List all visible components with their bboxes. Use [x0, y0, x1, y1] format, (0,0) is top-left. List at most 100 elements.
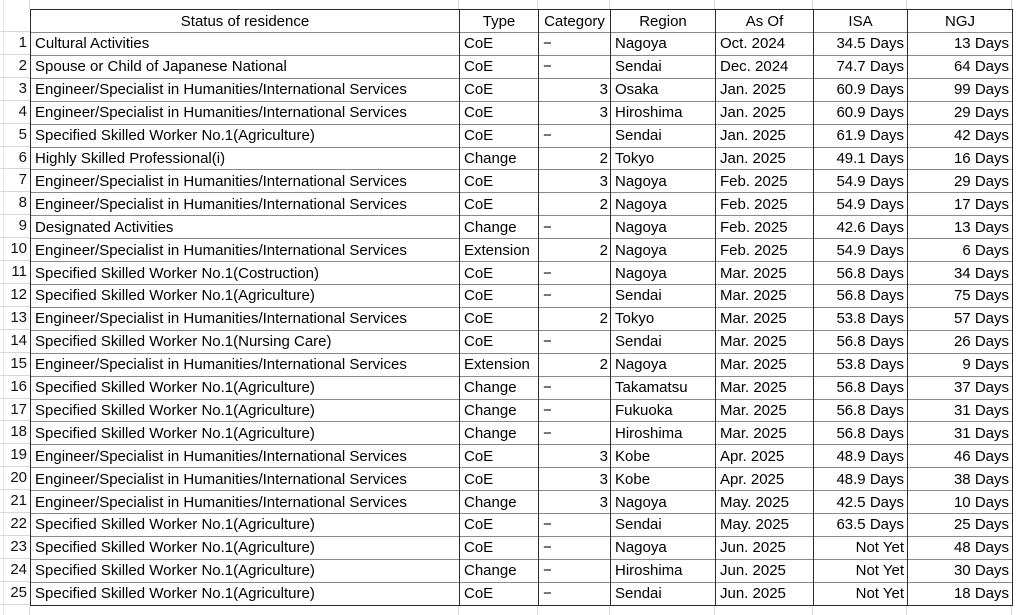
status-cell[interactable]: Highly Skilled Professional(i) [30, 146, 460, 170]
region-cell[interactable]: Kobe [610, 444, 716, 468]
as-of-cell[interactable]: Jun. 2025 [715, 535, 814, 560]
region-cell[interactable]: Nagoya [610, 215, 716, 239]
isa-cell[interactable]: 60.9 Days [813, 77, 908, 102]
isa-cell[interactable]: 56.8 Days [813, 421, 908, 445]
isa-cell[interactable]: 48.9 Days [813, 467, 908, 491]
type-cell[interactable]: CoE [459, 467, 539, 491]
row-number[interactable]: 23 [0, 536, 30, 559]
isa-cell[interactable]: Not Yet [813, 535, 908, 560]
isa-cell[interactable]: Not Yet [813, 558, 908, 583]
status-cell[interactable]: Specified Skilled Worker No.1(Agricultur… [30, 398, 460, 422]
column-header-category[interactable]: Category [538, 9, 611, 33]
row-number[interactable]: 9 [0, 215, 30, 239]
ngj-cell[interactable]: 18 Days [907, 581, 1013, 606]
category-cell[interactable]: 3 [538, 467, 611, 491]
row-number[interactable]: 22 [0, 513, 30, 536]
region-cell[interactable]: Fukuoka [610, 398, 716, 422]
category-cell[interactable]: − [538, 261, 611, 285]
ngj-cell[interactable]: 99 Days [907, 77, 1013, 102]
category-cell[interactable]: 3 [538, 444, 611, 468]
row-number[interactable]: 6 [0, 147, 30, 170]
type-cell[interactable]: CoE [459, 581, 539, 606]
type-cell[interactable]: CoE [459, 444, 539, 468]
category-cell[interactable]: − [538, 54, 611, 79]
as-of-cell[interactable]: Feb. 2025 [715, 238, 814, 262]
isa-cell[interactable]: 56.8 Days [813, 283, 908, 308]
isa-cell[interactable]: 56.8 Days [813, 375, 908, 399]
ngj-cell[interactable]: 31 Days [907, 421, 1013, 445]
as-of-cell[interactable]: Feb. 2025 [715, 192, 814, 216]
category-cell[interactable]: − [538, 215, 611, 239]
ngj-cell[interactable]: 13 Days [907, 215, 1013, 239]
category-cell[interactable]: 2 [538, 146, 611, 170]
status-cell[interactable]: Engineer/Specialist in Humanities/Intern… [30, 192, 460, 216]
as-of-cell[interactable]: Mar. 2025 [715, 375, 814, 399]
region-cell[interactable]: Sendai [610, 54, 716, 79]
category-cell[interactable]: − [538, 558, 611, 583]
status-cell[interactable]: Specified Skilled Worker No.1(Agricultur… [30, 123, 460, 148]
region-cell[interactable]: Sendai [610, 329, 716, 354]
region-cell[interactable]: Sendai [610, 581, 716, 606]
status-cell[interactable]: Specified Skilled Worker No.1(Agricultur… [30, 283, 460, 308]
category-cell[interactable]: − [538, 535, 611, 560]
status-cell[interactable]: Engineer/Specialist in Humanities/Intern… [30, 77, 460, 102]
as-of-cell[interactable]: Apr. 2025 [715, 467, 814, 491]
column-header-ngj[interactable]: NGJ [907, 9, 1013, 33]
as-of-cell[interactable]: Jun. 2025 [715, 581, 814, 606]
region-cell[interactable]: Osaka [610, 77, 716, 102]
as-of-cell[interactable]: Mar. 2025 [715, 329, 814, 354]
region-cell[interactable]: Tokyo [610, 146, 716, 170]
region-cell[interactable]: Takamatsu [610, 375, 716, 399]
type-cell[interactable]: CoE [459, 192, 539, 216]
row-number[interactable]: 7 [0, 169, 30, 193]
ngj-cell[interactable]: 64 Days [907, 54, 1013, 79]
region-cell[interactable]: Hiroshima [610, 558, 716, 583]
ngj-cell[interactable]: 16 Days [907, 146, 1013, 170]
region-cell[interactable]: Tokyo [610, 306, 716, 331]
row-number[interactable]: 15 [0, 353, 30, 376]
ngj-cell[interactable]: 10 Days [907, 490, 1013, 514]
isa-cell[interactable]: 61.9 Days [813, 123, 908, 148]
type-cell[interactable]: CoE [459, 329, 539, 354]
type-cell[interactable]: CoE [459, 513, 539, 537]
isa-cell[interactable]: 56.8 Days [813, 398, 908, 422]
status-cell[interactable]: Engineer/Specialist in Humanities/Intern… [30, 352, 460, 377]
as-of-cell[interactable]: Jun. 2025 [715, 558, 814, 583]
row-number[interactable]: 19 [0, 444, 30, 468]
isa-cell[interactable]: 42.5 Days [813, 490, 908, 514]
row-number[interactable]: 13 [0, 307, 30, 330]
region-cell[interactable]: Nagoya [610, 32, 716, 56]
isa-cell[interactable]: 56.8 Days [813, 261, 908, 285]
region-cell[interactable]: Hiroshima [610, 421, 716, 445]
row-number[interactable]: 5 [0, 124, 30, 147]
region-cell[interactable]: Sendai [610, 123, 716, 148]
ngj-cell[interactable]: 29 Days [907, 169, 1013, 193]
row-number[interactable]: 10 [0, 238, 30, 262]
row-number[interactable]: 3 [0, 78, 30, 101]
as-of-cell[interactable]: Feb. 2025 [715, 215, 814, 239]
column-header-status[interactable]: Status of residence [30, 9, 460, 33]
as-of-cell[interactable]: Feb. 2025 [715, 169, 814, 193]
as-of-cell[interactable]: Mar. 2025 [715, 261, 814, 285]
region-cell[interactable]: Nagoya [610, 352, 716, 377]
as-of-cell[interactable]: May. 2025 [715, 490, 814, 514]
region-cell[interactable]: Nagoya [610, 169, 716, 193]
as-of-cell[interactable]: May. 2025 [715, 513, 814, 537]
isa-cell[interactable]: 54.9 Days [813, 192, 908, 216]
isa-cell[interactable]: 56.8 Days [813, 329, 908, 354]
as-of-cell[interactable]: Mar. 2025 [715, 398, 814, 422]
as-of-cell[interactable]: Jan. 2025 [715, 146, 814, 170]
row-number[interactable]: 21 [0, 490, 30, 514]
ngj-cell[interactable]: 75 Days [907, 283, 1013, 308]
type-cell[interactable]: Change [459, 375, 539, 399]
row-number[interactable]: 2 [0, 55, 30, 78]
type-cell[interactable]: CoE [459, 169, 539, 193]
ngj-cell[interactable]: 6 Days [907, 238, 1013, 262]
category-cell[interactable]: 3 [538, 77, 611, 102]
region-cell[interactable]: Sendai [610, 513, 716, 537]
status-cell[interactable]: Engineer/Specialist in Humanities/Intern… [30, 169, 460, 193]
isa-cell[interactable]: 53.8 Days [813, 306, 908, 331]
status-cell[interactable]: Specified Skilled Worker No.1(Nursing Ca… [30, 329, 460, 354]
type-cell[interactable]: CoE [459, 54, 539, 79]
type-cell[interactable]: Change [459, 398, 539, 422]
